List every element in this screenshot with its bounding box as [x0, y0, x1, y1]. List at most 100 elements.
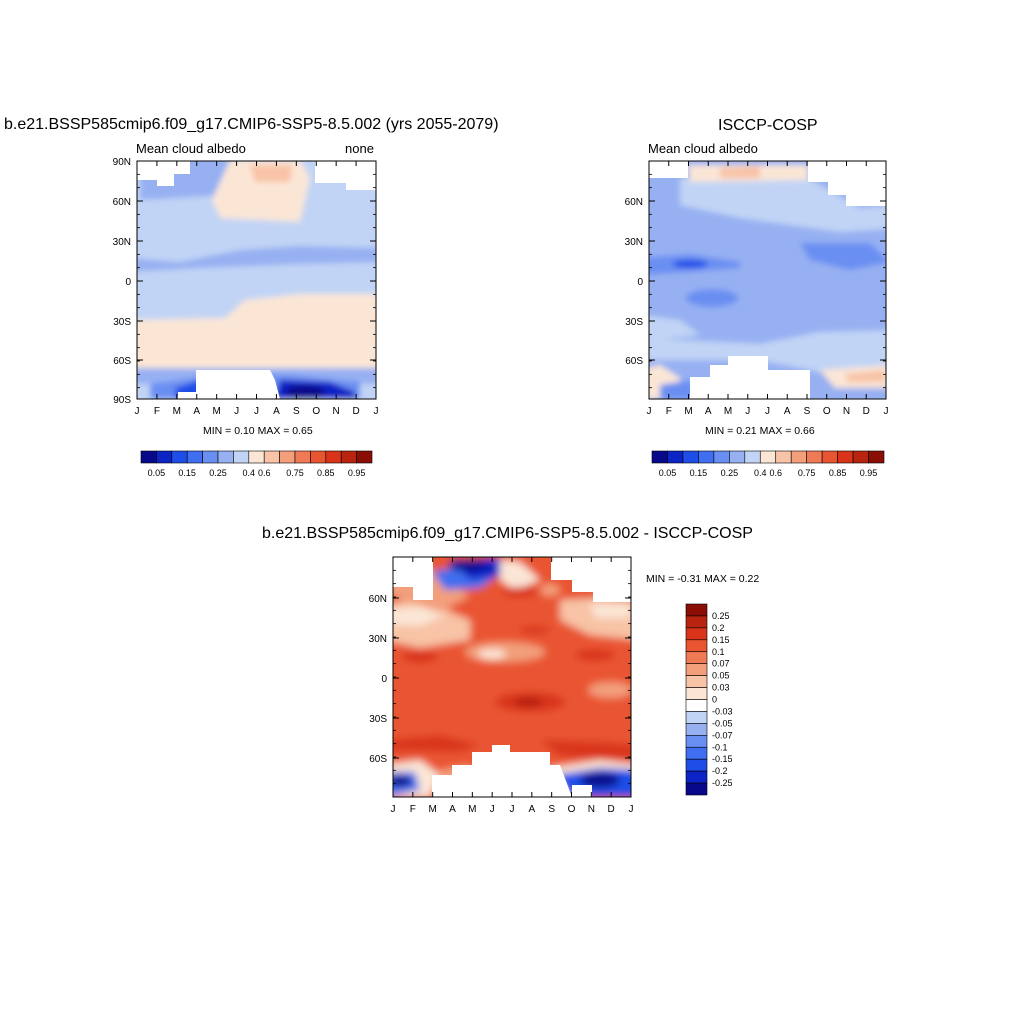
colorbar-swatch — [685, 699, 708, 712]
x-tick-label: J — [765, 406, 770, 417]
colorbar-swatch — [729, 450, 746, 464]
colorbar-label: 0.15 — [690, 468, 708, 478]
x-tick-label: F — [410, 804, 416, 815]
colorbar-swatch — [667, 450, 684, 464]
colorbar-label: 0.4 — [243, 468, 256, 478]
colorbar-swatch — [837, 450, 854, 464]
panel3-colorbar: 0.25 0.2 0.15 0.1 0.07 0.05 0.03 0-0.03 -0.05 -0.… — [685, 603, 733, 796]
y-tick-label: 30N — [113, 237, 131, 248]
colorbar-label: 0.75 — [798, 468, 816, 478]
y-tick-label: 60S — [113, 356, 131, 367]
x-tick-label: A — [273, 406, 280, 417]
x-tick-label: F — [154, 406, 160, 417]
panel1-axes: J F M A M J J A S O N D J 90N 60N 30N 0 30S 60S 90S — [113, 157, 379, 417]
x-tick-label: O — [312, 406, 320, 417]
colorbar-label: 0.1 — [712, 647, 725, 657]
x-tick-label: J — [135, 406, 140, 417]
colorbar-swatch — [263, 450, 280, 464]
x-tick-label: D — [352, 406, 359, 417]
panel2-axes: J F M A M J J A S O N D J 60N 30N 0 30S 60S — [625, 160, 889, 417]
x-tick-label: M — [428, 804, 436, 815]
colorbar-swatch — [202, 450, 219, 464]
colorbar-swatch — [171, 450, 188, 464]
colorbar-swatch — [685, 627, 708, 641]
colorbar-swatch — [682, 450, 699, 464]
colorbar-swatch — [685, 603, 708, 617]
x-tick-label: N — [588, 804, 595, 815]
colorbar-swatch — [685, 711, 708, 724]
colorbar-swatch — [685, 639, 708, 653]
colorbar-label: -0.1 — [712, 742, 728, 752]
panel1-variable-label: Mean cloud albedo — [136, 141, 246, 156]
colorbar-label: 0.85 — [829, 468, 847, 478]
colorbar-label: 0.05 — [659, 468, 677, 478]
colorbar-swatch — [294, 450, 311, 464]
colorbar-swatch — [698, 450, 715, 464]
x-tick-label: J — [254, 406, 259, 417]
x-tick-label: A — [528, 804, 535, 815]
x-tick-label: S — [804, 406, 811, 417]
panel2-variable-label: Mean cloud albedo — [648, 141, 758, 156]
colorbar-swatch — [685, 663, 708, 676]
y-tick-label: 30S — [625, 317, 643, 328]
y-tick-label: 30S — [113, 317, 131, 328]
panel1-colorbar: 0.05 0.15 0.25 0.4 0.6 0.75 0.85 0.95 — [140, 450, 373, 478]
colorbar-label: 0 — [712, 695, 717, 705]
colorbar-swatch — [651, 450, 668, 464]
y-tick-label: 30N — [625, 237, 643, 248]
y-tick-label: 0 — [125, 277, 131, 288]
panel3-axes: J F M A M J J A S O N D J 60N 30N 0 30S 60S — [369, 556, 634, 815]
colorbar-label: 0.07 — [712, 659, 730, 669]
colorbar-label: -0.2 — [712, 766, 728, 776]
colorbar-swatch — [852, 450, 869, 464]
colorbar-swatch — [685, 675, 708, 688]
colorbar-label: 0.03 — [712, 683, 730, 693]
colorbar-swatch — [713, 450, 730, 464]
colorbar-label: 0.25 — [209, 468, 227, 478]
colorbar-swatch — [775, 450, 792, 464]
panel1-stats: MIN = 0.10 MAX = 0.65 — [203, 425, 313, 437]
x-tick-label: J — [510, 804, 515, 815]
panel1-title: b.e21.BSSP585cmip6.f09_g17.CMIP6-SSP5-8.… — [4, 116, 499, 133]
colorbar-swatch — [356, 450, 373, 464]
panel1-field — [137, 161, 376, 399]
x-tick-label: D — [608, 804, 615, 815]
x-tick-label: J — [647, 406, 652, 417]
colorbar-swatch — [186, 450, 203, 464]
x-tick-label: M — [212, 406, 220, 417]
panel2-field — [649, 161, 886, 399]
y-tick-label: 60S — [369, 754, 387, 765]
colorbar-swatch — [790, 450, 807, 464]
colorbar-swatch — [340, 450, 357, 464]
y-tick-label: 0 — [381, 674, 387, 685]
panel2-colorbar: 0.05 0.15 0.25 0.4 0.6 0.75 0.85 0.95 — [651, 450, 885, 478]
x-tick-label: J — [374, 406, 379, 417]
x-tick-label: S — [293, 406, 300, 417]
colorbar-swatch — [759, 450, 777, 464]
colorbar-swatch — [868, 450, 885, 464]
colorbar-label: 0.15 — [712, 635, 730, 645]
colorbar-label: -0.15 — [712, 754, 733, 764]
x-tick-label: M — [468, 804, 476, 815]
colorbar-label: 0.4 — [754, 468, 767, 478]
panel1-units-label: none — [345, 141, 374, 156]
colorbar-label: -0.05 — [712, 718, 733, 728]
y-tick-label: 90N — [113, 157, 131, 168]
y-tick-label: 60N — [113, 197, 131, 208]
y-tick-label: 0 — [637, 277, 643, 288]
colorbar-label: 0.75 — [286, 468, 304, 478]
panel3-stats: MIN = -0.31 MAX = 0.22 — [646, 573, 760, 585]
colorbar-swatch — [685, 758, 708, 772]
panel3-field — [393, 557, 631, 797]
x-tick-label: O — [568, 804, 576, 815]
colorbar-swatch — [685, 735, 708, 748]
colorbar-swatch — [685, 770, 708, 784]
colorbar-swatch — [217, 450, 234, 464]
colorbar-swatch — [685, 651, 708, 664]
y-tick-label: 30N — [369, 634, 387, 645]
panel2-title: ISCCP-COSP — [718, 117, 818, 134]
x-tick-label: A — [784, 406, 791, 417]
colorbar-swatch — [685, 782, 708, 796]
colorbar-swatch — [821, 450, 838, 464]
